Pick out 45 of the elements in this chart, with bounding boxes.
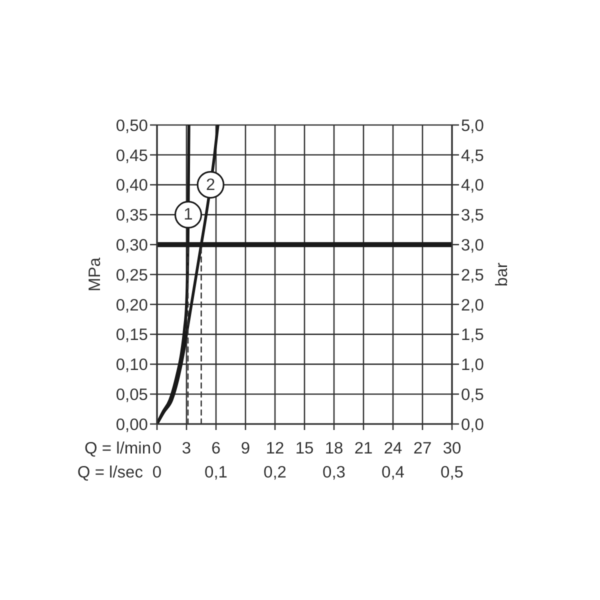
y-tick-label: 0,20 [116, 296, 148, 314]
x-axis-title: Q = l/min [84, 440, 151, 458]
y2-tick-label: 1,5 [461, 326, 484, 344]
y-axis-title: MPa [86, 256, 104, 292]
x-tick-label: 27 [413, 440, 432, 458]
y-tick-label: 0,35 [116, 206, 148, 225]
y2-axis-title: bar [493, 262, 511, 286]
x-tick-label: 0 [152, 440, 162, 458]
series-label: 2 [206, 176, 216, 194]
y-tick-label: 0,45 [116, 146, 148, 165]
y2-tick-label: 0,5 [461, 386, 484, 404]
x-tick-label: 24 [384, 440, 402, 458]
x-tick-label: 3 [182, 440, 192, 458]
y-tick-label: 0,50 [116, 116, 148, 135]
y-tick-label: 0,05 [116, 386, 148, 404]
x2-tick-label: 0,1 [204, 464, 228, 482]
x-tick-label: 15 [295, 440, 314, 458]
series-label: 1 [184, 206, 193, 224]
x2-tick-label: 0 [152, 464, 162, 482]
x2-axis-title: Q = l/sec [77, 464, 143, 482]
x-tick-label: 30 [442, 440, 462, 458]
x-tick-label: 21 [354, 440, 373, 458]
y-tick-label: 0,00 [116, 416, 148, 434]
y2-tick-label: 3,5 [461, 206, 484, 225]
y2-tick-label: 1,0 [461, 356, 484, 374]
x2-tick-label: 0,4 [382, 464, 404, 482]
x2-tick-label: 0,5 [440, 464, 464, 482]
y2-tick-label: 5,0 [461, 116, 484, 135]
x-tick-label: 12 [266, 440, 284, 458]
y2-tick-label: 2,0 [461, 296, 484, 314]
x-tick-label: 18 [324, 440, 344, 458]
y-tick-label: 0,40 [116, 176, 148, 195]
x2-tick-label: 0,2 [264, 464, 286, 482]
y2-tick-label: 3,0 [461, 236, 484, 254]
y2-tick-label: 4,0 [461, 176, 484, 195]
x-tick-label: 6 [211, 440, 221, 458]
x-tick-label: 9 [240, 440, 250, 458]
y2-tick-label: 0,0 [461, 416, 484, 434]
y-tick-label: 0,30 [116, 236, 148, 254]
y2-tick-label: 4,5 [461, 146, 484, 165]
y2-tick-label: 2,5 [461, 266, 484, 284]
x2-tick-label: 0,3 [322, 464, 346, 482]
y-tick-label: 0,15 [116, 326, 148, 344]
y-tick-label: 0,10 [116, 356, 148, 374]
y-tick-label: 0,25 [116, 266, 148, 284]
